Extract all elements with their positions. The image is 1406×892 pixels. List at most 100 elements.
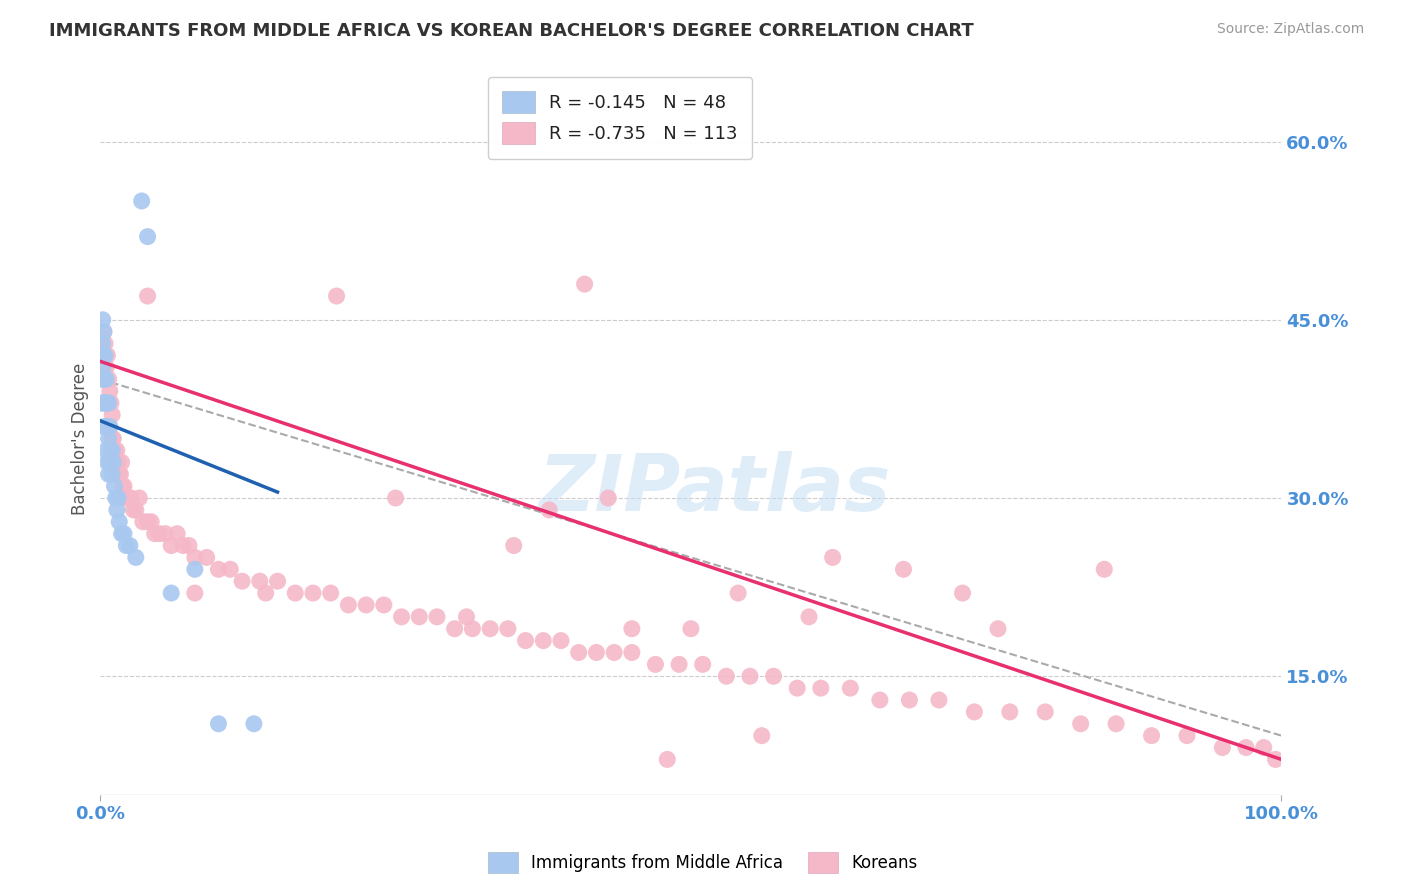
Point: [120, 491, 142, 505]
Point: [184, 550, 207, 565]
Point: [100, 443, 122, 458]
Point: [1253, 740, 1275, 755]
Point: [115, 539, 138, 553]
Point: [620, 622, 643, 636]
Point: [762, 669, 785, 683]
Point: [231, 574, 253, 589]
Point: [644, 657, 666, 672]
Point: [325, 289, 347, 303]
Point: [91, 336, 114, 351]
Point: [408, 610, 430, 624]
Point: [538, 503, 561, 517]
Point: [284, 586, 307, 600]
Point: [143, 526, 166, 541]
Point: [1105, 716, 1128, 731]
Point: [585, 645, 607, 659]
Point: [727, 586, 749, 600]
Point: [136, 289, 159, 303]
Point: [184, 562, 207, 576]
Point: [96, 372, 118, 386]
Point: [839, 681, 862, 695]
Point: [810, 681, 832, 695]
Point: [550, 633, 572, 648]
Point: [96, 443, 118, 458]
Point: [620, 645, 643, 659]
Point: [91, 313, 114, 327]
Point: [93, 419, 115, 434]
Point: [443, 622, 465, 636]
Point: [243, 716, 266, 731]
Point: [100, 396, 122, 410]
Point: [302, 586, 325, 600]
Point: [96, 396, 118, 410]
Point: [172, 539, 194, 553]
Point: [104, 455, 127, 469]
Point: [97, 467, 120, 482]
Point: [426, 610, 449, 624]
Point: [1092, 562, 1115, 576]
Point: [91, 348, 114, 362]
Point: [96, 455, 118, 469]
Point: [101, 432, 124, 446]
Point: [97, 396, 120, 410]
Point: [103, 455, 125, 469]
Point: [118, 491, 141, 505]
Point: [96, 396, 118, 410]
Point: [93, 396, 115, 410]
Point: [136, 229, 159, 244]
Text: IMMIGRANTS FROM MIDDLE AFRICA VS KOREAN BACHELOR'S DEGREE CORRELATION CHART: IMMIGRANTS FROM MIDDLE AFRICA VS KOREAN …: [49, 22, 974, 40]
Point: [502, 539, 524, 553]
Y-axis label: Bachelor's Degree: Bachelor's Degree: [72, 362, 89, 515]
Point: [1264, 752, 1286, 766]
Point: [112, 526, 135, 541]
Point: [568, 645, 591, 659]
Point: [177, 539, 200, 553]
Point: [207, 716, 229, 731]
Point: [101, 443, 124, 458]
Point: [496, 622, 519, 636]
Point: [160, 586, 183, 600]
Point: [184, 586, 207, 600]
Point: [105, 443, 128, 458]
Point: [96, 419, 118, 434]
Point: [598, 491, 620, 505]
Point: [319, 586, 342, 600]
Point: [373, 598, 395, 612]
Point: [155, 526, 177, 541]
Text: Source: ZipAtlas.com: Source: ZipAtlas.com: [1216, 22, 1364, 37]
Point: [479, 622, 502, 636]
Point: [461, 622, 484, 636]
Point: [93, 325, 115, 339]
Point: [668, 657, 690, 672]
Point: [115, 491, 138, 505]
Point: [110, 455, 132, 469]
Point: [679, 622, 702, 636]
Point: [122, 503, 145, 517]
Point: [898, 693, 921, 707]
Point: [108, 515, 131, 529]
Point: [98, 419, 121, 434]
Point: [97, 432, 120, 446]
Point: [132, 515, 155, 529]
Point: [354, 598, 377, 612]
Point: [160, 539, 183, 553]
Point: [104, 491, 127, 505]
Point: [111, 479, 134, 493]
Point: [93, 348, 115, 362]
Point: [821, 550, 844, 565]
Point: [254, 586, 277, 600]
Legend: Immigrants from Middle Africa, Koreans: Immigrants from Middle Africa, Koreans: [481, 846, 925, 880]
Point: [94, 372, 117, 386]
Point: [797, 610, 820, 624]
Point: [1033, 705, 1056, 719]
Point: [738, 669, 761, 683]
Point: [128, 491, 150, 505]
Point: [893, 562, 915, 576]
Point: [148, 526, 170, 541]
Point: [249, 574, 271, 589]
Point: [266, 574, 288, 589]
Point: [98, 419, 121, 434]
Point: [93, 325, 115, 339]
Point: [657, 752, 679, 766]
Point: [96, 419, 118, 434]
